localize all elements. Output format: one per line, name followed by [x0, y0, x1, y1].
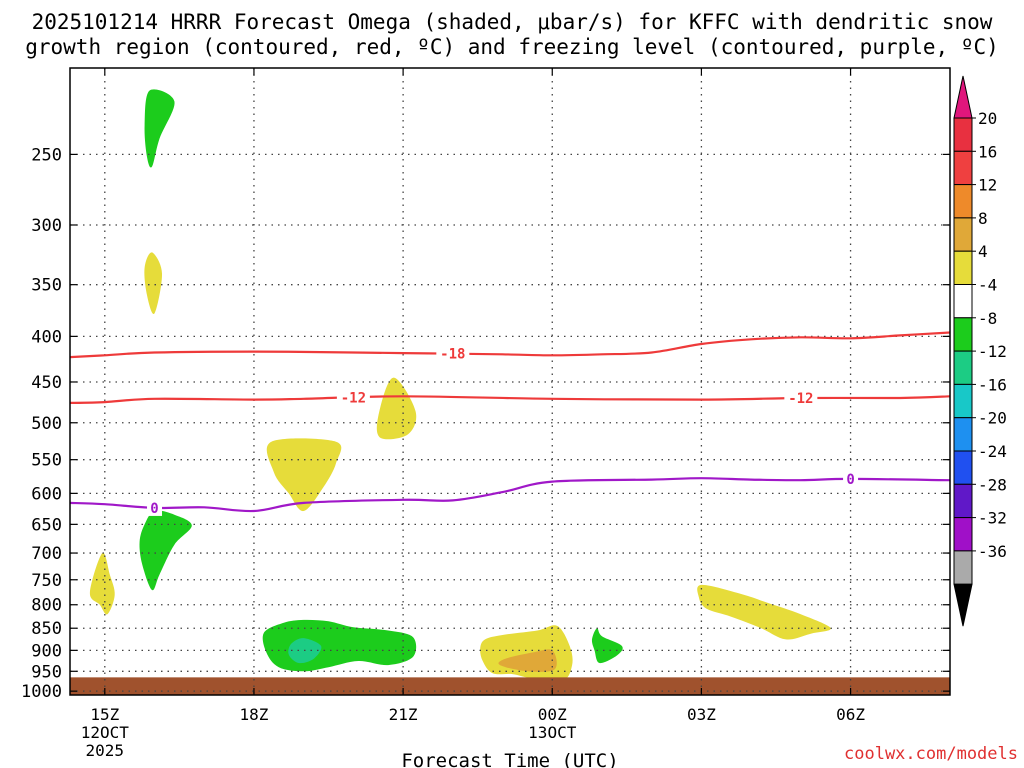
axes: 2503003504004505005506006507007508008509…	[21, 68, 950, 760]
dendritic-minus12-label-1: -12	[341, 391, 366, 407]
area-neg-890	[591, 628, 623, 664]
colorbar-swatch-5	[953, 284, 973, 319]
colorbar-label-4: 4	[978, 242, 988, 261]
colorbar-swatch-4	[953, 250, 973, 285]
chart-title-line-1: 2025101214 HRRR Forecast Omega (shaded, …	[31, 10, 993, 34]
plot-area	[70, 89, 950, 695]
y-tick-label-950: 950	[31, 662, 62, 682]
area-neg-upper-250	[144, 89, 175, 168]
y-tick-label-250: 250	[31, 145, 62, 165]
x-tick-date-00Z: 13OCT	[528, 723, 577, 742]
colorbar-label-1: 16	[978, 142, 997, 161]
area-neg-680	[139, 510, 192, 591]
colorbar-swatch-1	[953, 150, 973, 186]
dendritic-minus18-label-1: -18	[440, 347, 465, 363]
area-pos-810	[697, 584, 831, 640]
dendritic-minus18-label-bg-1	[436, 345, 470, 362]
y-tick-label-350: 350	[31, 276, 62, 296]
colorbar-swatch-7	[953, 350, 973, 385]
x-tick-year-15Z: 2025	[86, 741, 125, 760]
area-pos-480	[376, 377, 417, 440]
area-pos-770	[89, 552, 115, 615]
freezing-level-label-bg-2	[843, 470, 859, 487]
colorbar-label-0: 20	[978, 109, 997, 128]
x-axis-label: Forecast Time (UTC)	[401, 750, 618, 768]
y-tick-label-500: 500	[31, 414, 62, 434]
colorbar-label-6: -8	[978, 309, 997, 328]
area-pos-550	[266, 438, 342, 512]
freezing-level-label-bg-1	[147, 499, 163, 516]
y-tick-label-750: 750	[31, 571, 62, 591]
colorbar-label-2: 12	[978, 176, 997, 195]
colorbar-swatch-10	[953, 450, 973, 485]
y-tick-label-850: 850	[31, 619, 62, 639]
area-neg-880	[262, 619, 417, 672]
x-tick-label-00Z: 00Z	[538, 705, 567, 724]
colorbar-label-7: -12	[978, 342, 1007, 361]
colorbar-swatch-6	[953, 317, 973, 352]
y-tick-label-650: 650	[31, 515, 62, 535]
x-tick-label-21Z: 21Z	[389, 705, 418, 724]
freezing-level-line	[69, 477, 951, 513]
x-tick-label-06Z: 06Z	[836, 705, 865, 724]
colorbar-swatch-9	[953, 417, 973, 452]
colorbar-swatch-13	[953, 550, 973, 585]
colorbar-label-5: -4	[978, 276, 997, 295]
colorbar-swatch-12	[953, 517, 973, 552]
freezing-level-label-2: 0	[846, 472, 854, 488]
colorbar-label-13: -36	[978, 542, 1007, 561]
y-tick-label-300: 300	[31, 216, 62, 236]
colorbar-bottom-arrow	[953, 583, 973, 627]
y-tick-label-400: 400	[31, 327, 62, 347]
y-tick-label-450: 450	[31, 373, 62, 393]
colorbar-label-10: -24	[978, 442, 1007, 461]
grid-lines	[70, 68, 950, 695]
area-pos-920-core	[498, 649, 557, 672]
dendritic-minus18-line	[69, 331, 951, 359]
x-tick-date-15Z: 12OCT	[81, 723, 130, 742]
y-tick-label-1000: 1000	[21, 682, 62, 702]
colorbar-label-11: -28	[978, 475, 1007, 494]
x-tick-label-03Z: 03Z	[687, 705, 716, 724]
colorbar-swatch-11	[953, 483, 973, 519]
colorbar: 20 16 12 8 4 -4 -8 -12 -16 -20 -24 -28 -32 -36	[953, 75, 1007, 627]
site-credit[interactable]: coolwx.com/models	[844, 744, 1018, 764]
contour-lines: -18 -12 -12 0 0	[69, 331, 951, 517]
x-tick-label-15Z: 15Z	[90, 705, 119, 724]
colorbar-swatch-3	[953, 217, 973, 252]
area-pos-900	[480, 625, 573, 683]
colorbar-label-3: 8	[978, 209, 988, 228]
y-tick-label-700: 700	[31, 544, 62, 564]
colorbar-label-9: -20	[978, 409, 1007, 428]
colorbar-swatch-2	[953, 184, 973, 219]
area-pos-350	[144, 252, 163, 315]
dendritic-minus12-line	[69, 395, 951, 404]
surface-below-ground	[70, 677, 950, 695]
freezing-level-label-1: 0	[150, 501, 158, 517]
dendritic-minus12-label-bg-1	[336, 389, 370, 406]
dendritic-minus12-label-bg-2	[784, 389, 818, 406]
colorbar-top-arrow	[953, 75, 973, 119]
chart-title-line-2: growth region (contoured, red, ºC) and f…	[25, 35, 999, 59]
colorbar-label-8: -16	[978, 375, 1007, 394]
y-tick-label-550: 550	[31, 451, 62, 471]
dendritic-minus12-label-2: -12	[788, 391, 813, 407]
colorbar-swatch-0	[953, 117, 973, 152]
x-tick-label-18Z: 18Z	[240, 705, 269, 724]
colorbar-label-12: -32	[978, 509, 1007, 528]
y-tick-label-900: 900	[31, 641, 62, 661]
colorbar-swatch-8	[953, 383, 973, 419]
y-tick-label-600: 600	[31, 484, 62, 504]
y-tick-label-800: 800	[31, 596, 62, 616]
